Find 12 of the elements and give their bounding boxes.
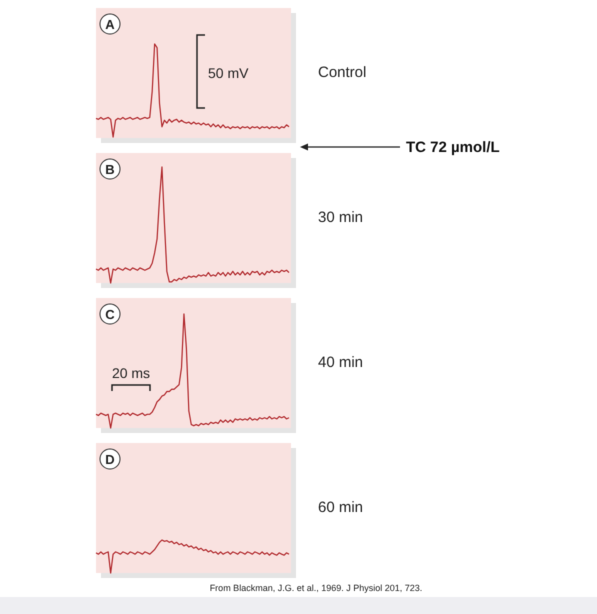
annotation: 50 mV xyxy=(208,65,250,81)
text: 30 min xyxy=(318,209,364,226)
chart-title: B xyxy=(105,162,115,177)
text: 40 min xyxy=(318,354,364,371)
annotation: 20 ms xyxy=(112,365,150,381)
text: TC 72 µmol/L xyxy=(406,139,500,156)
text: From Blackman, J.G. et al., 1969. J Physiol 201, 723. xyxy=(210,583,422,593)
chart-title: C xyxy=(105,307,116,322)
text: Control xyxy=(318,64,366,81)
chart-title: D xyxy=(105,452,115,467)
chart-title: A xyxy=(105,17,116,32)
text: 60 min xyxy=(318,499,364,516)
